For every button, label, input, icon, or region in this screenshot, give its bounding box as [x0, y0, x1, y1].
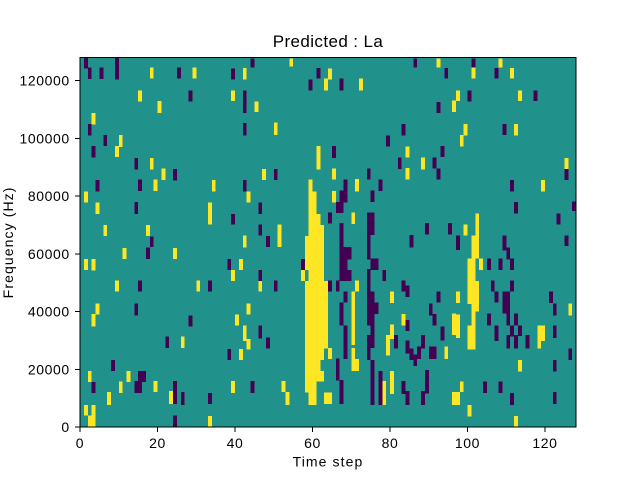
svg-text:Predicted : La: Predicted : La: [273, 32, 384, 51]
svg-text:80: 80: [382, 435, 399, 451]
svg-text:120000: 120000: [19, 73, 69, 89]
svg-text:60: 60: [304, 435, 321, 451]
svg-text:0: 0: [61, 419, 69, 435]
svg-text:60000: 60000: [28, 246, 70, 262]
svg-text:100: 100: [455, 435, 480, 451]
svg-text:120: 120: [532, 435, 557, 451]
svg-text:40: 40: [227, 435, 244, 451]
svg-text:20000: 20000: [28, 361, 70, 377]
svg-text:20: 20: [149, 435, 166, 451]
svg-text:0: 0: [76, 435, 84, 451]
svg-text:100000: 100000: [19, 130, 69, 146]
svg-text:Time step: Time step: [293, 454, 364, 470]
svg-text:Frequency (Hz): Frequency (Hz): [0, 186, 16, 298]
svg-text:40000: 40000: [28, 304, 70, 320]
svg-text:80000: 80000: [28, 188, 70, 204]
